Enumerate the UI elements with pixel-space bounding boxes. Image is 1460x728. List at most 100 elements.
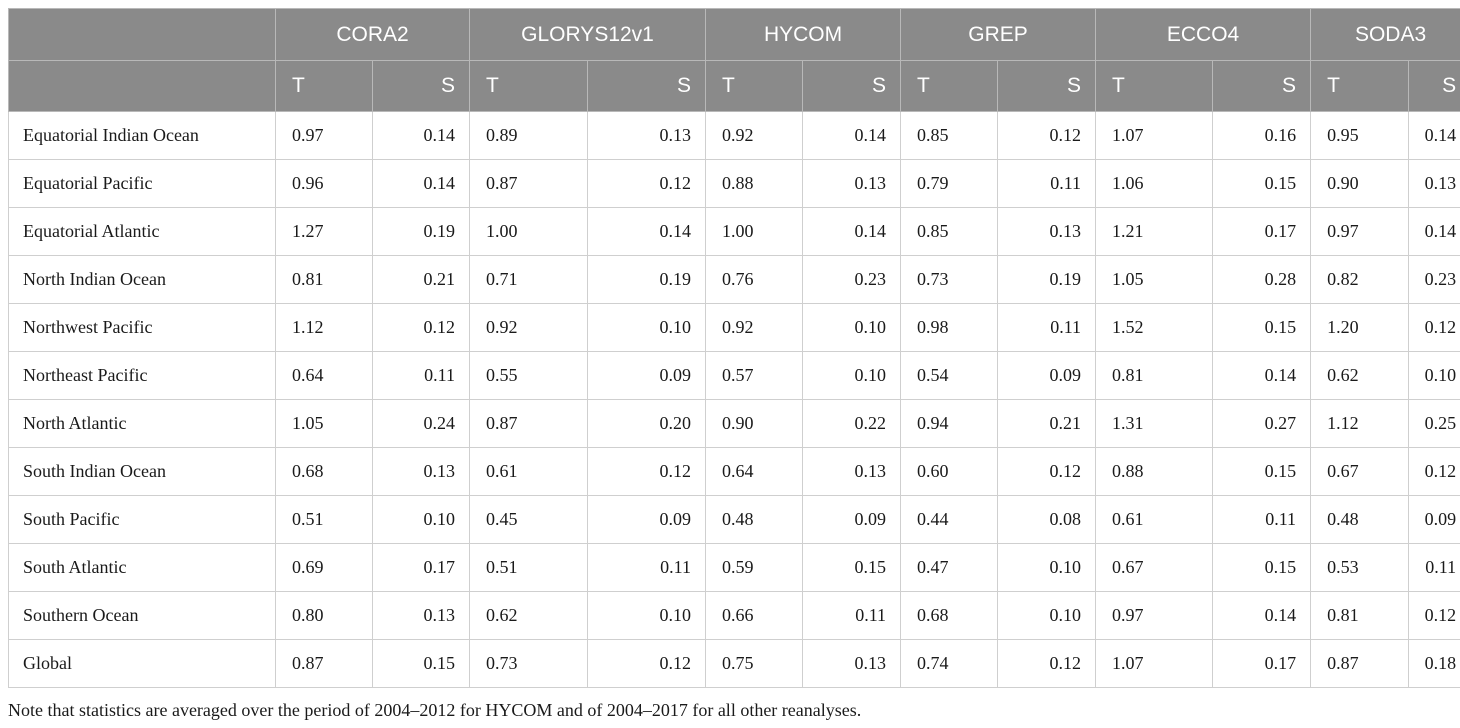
salinity-header: S	[371, 60, 471, 112]
temperature-value: 1.12	[1310, 399, 1410, 448]
salinity-value: 0.09	[802, 495, 902, 544]
salinity-value: 0.23	[1408, 255, 1460, 304]
salinity-value: 0.19	[997, 255, 1097, 304]
table-row: North Atlantic 1.05 0.24 0.87 0.20 0.90 0.22 0.…	[8, 399, 1460, 448]
table-row: Equatorial Indian Ocean 0.97 0.14 0.89 0.13 0…	[8, 111, 1460, 160]
region-cell: Equatorial Atlantic	[8, 207, 276, 256]
temperature-value: 0.54	[900, 351, 999, 400]
temperature-value: 0.95	[1310, 111, 1410, 160]
salinity-value: 0.27	[1212, 399, 1312, 448]
salinity-value: 0.23	[802, 255, 902, 304]
table-row: Northwest Pacific 1.12 0.12 0.92 0.10 0.92 0.1…	[8, 303, 1460, 352]
table-row: South Atlantic 0.69 0.17 0.51 0.11 0.59 0.15 0.…	[8, 543, 1460, 592]
salinity-value: 0.14	[587, 207, 707, 256]
model-header: SODA3	[1310, 8, 1460, 61]
salinity-value: 0.14	[1212, 351, 1312, 400]
corner-cell	[8, 60, 276, 112]
temperature-value: 1.07	[1095, 111, 1214, 160]
temperature-value: 1.00	[469, 207, 589, 256]
salinity-value: 0.09	[997, 351, 1097, 400]
temperature-value: 0.87	[469, 159, 589, 208]
temperature-value: 1.27	[275, 207, 373, 256]
temperature-value: 0.71	[469, 255, 589, 304]
region-cell: South Atlantic	[8, 543, 276, 592]
salinity-value: 0.14	[802, 207, 902, 256]
temperature-value: 0.97	[275, 111, 373, 160]
temperature-value: 0.92	[705, 111, 804, 160]
temperature-value: 0.90	[705, 399, 804, 448]
table-body: Equatorial Indian Ocean 0.97 0.14 0.89 0.13 0…	[8, 111, 1460, 688]
salinity-value: 0.14	[1212, 591, 1312, 640]
reanalysis-comparison-table: CORA2 GLORYS12v1 HYCOM GREP ECCO4 SODA3 …	[8, 8, 1460, 688]
temperature-value: 0.80	[275, 591, 373, 640]
region-cell: Equatorial Indian Ocean	[8, 111, 276, 160]
salinity-value: 0.08	[997, 495, 1097, 544]
temperature-value: 0.64	[705, 447, 804, 496]
temperature-header: T	[1095, 60, 1214, 112]
temperature-value: 0.85	[900, 207, 999, 256]
temperature-value: 0.67	[1095, 543, 1214, 592]
temperature-value: 1.21	[1095, 207, 1214, 256]
salinity-value: 0.10	[802, 303, 902, 352]
salinity-value: 0.11	[371, 351, 471, 400]
salinity-value: 0.15	[1212, 447, 1312, 496]
region-cell: Global	[8, 639, 276, 688]
salinity-value: 0.13	[587, 111, 707, 160]
salinity-value: 0.15	[371, 639, 471, 688]
salinity-value: 0.12	[997, 639, 1097, 688]
salinity-value: 0.11	[1408, 543, 1460, 592]
temperature-value: 0.90	[1310, 159, 1410, 208]
salinity-value: 0.11	[997, 303, 1097, 352]
region-cell: North Indian Ocean	[8, 255, 276, 304]
temperature-value: 1.06	[1095, 159, 1214, 208]
salinity-value: 0.14	[371, 159, 471, 208]
salinity-value: 0.25	[1408, 399, 1460, 448]
table-footnote: Note that statistics are averaged over t…	[8, 700, 862, 720]
temperature-header: T	[469, 60, 589, 112]
temperature-value: 0.53	[1310, 543, 1410, 592]
salinity-value: 0.12	[997, 447, 1097, 496]
salinity-value: 0.15	[1212, 159, 1312, 208]
salinity-value: 0.28	[1212, 255, 1312, 304]
corner-cell	[8, 8, 276, 61]
temperature-value: 1.20	[1310, 303, 1410, 352]
temperature-value: 0.89	[469, 111, 589, 160]
temperature-value: 0.97	[1310, 207, 1410, 256]
salinity-value: 0.16	[1212, 111, 1312, 160]
temperature-value: 0.97	[1095, 591, 1214, 640]
region-cell: North Atlantic	[8, 399, 276, 448]
salinity-value: 0.14	[802, 111, 902, 160]
salinity-value: 0.12	[587, 639, 707, 688]
salinity-value: 0.13	[997, 207, 1097, 256]
temperature-value: 1.05	[275, 399, 373, 448]
temperature-value: 0.45	[469, 495, 589, 544]
temperature-value: 0.68	[900, 591, 999, 640]
salinity-header: S	[587, 60, 707, 112]
salinity-header: S	[997, 60, 1097, 112]
region-cell: Northwest Pacific	[8, 303, 276, 352]
temperature-value: 0.98	[900, 303, 999, 352]
temperature-value: 0.92	[469, 303, 589, 352]
temperature-value: 0.59	[705, 543, 804, 592]
model-header: HYCOM	[705, 8, 902, 61]
temperature-value: 1.52	[1095, 303, 1214, 352]
temperature-header: T	[1310, 60, 1410, 112]
temperature-value: 0.79	[900, 159, 999, 208]
salinity-value: 0.10	[587, 303, 707, 352]
temperature-value: 0.87	[1310, 639, 1410, 688]
salinity-value: 0.10	[997, 591, 1097, 640]
salinity-value: 0.13	[371, 447, 471, 496]
region-cell: Southern Ocean	[8, 591, 276, 640]
temperature-value: 0.55	[469, 351, 589, 400]
temperature-value: 0.69	[275, 543, 373, 592]
salinity-value: 0.12	[587, 159, 707, 208]
salinity-header: S	[802, 60, 902, 112]
region-cell: South Indian Ocean	[8, 447, 276, 496]
temperature-value: 0.75	[705, 639, 804, 688]
region-cell: South Pacific	[8, 495, 276, 544]
salinity-value: 0.15	[1212, 303, 1312, 352]
temperature-value: 0.57	[705, 351, 804, 400]
salinity-value: 0.17	[1212, 639, 1312, 688]
salinity-value: 0.12	[997, 111, 1097, 160]
